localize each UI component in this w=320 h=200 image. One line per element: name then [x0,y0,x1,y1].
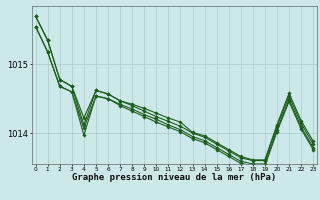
X-axis label: Graphe pression niveau de la mer (hPa): Graphe pression niveau de la mer (hPa) [72,173,276,182]
